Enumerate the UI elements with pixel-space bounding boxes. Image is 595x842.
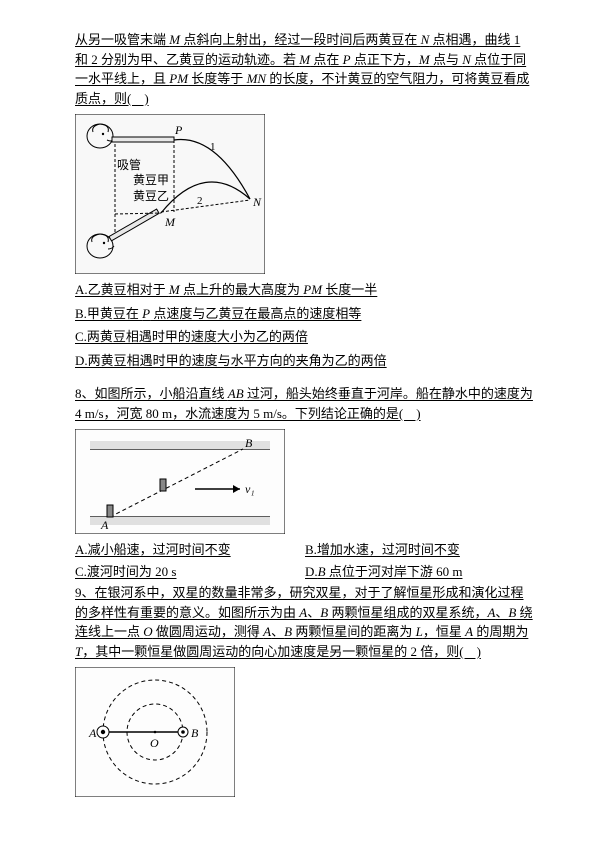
text: 、 <box>307 605 320 620</box>
var-A: A <box>263 624 271 639</box>
text: 、 <box>271 624 284 639</box>
var-M: M <box>299 52 310 67</box>
text: 从另一吸管末端 <box>75 32 169 47</box>
q8-row1: A.减小船速，过河时间不变 B.增加水速，过河时间不变 <box>75 540 535 560</box>
text: 8、如图所示，小船沿直线 <box>75 386 228 401</box>
var-A: A <box>465 624 473 639</box>
label-v: v₁ <box>245 482 255 496</box>
text: 的周期为 <box>473 624 528 639</box>
var-P: P <box>343 52 351 67</box>
label-jia: 黄豆甲 <box>133 173 169 187</box>
label-B: B <box>245 436 253 450</box>
text: 点在 <box>310 52 343 67</box>
label-xiguan: 吸管 <box>117 157 141 172</box>
text: 点速度与乙黄豆在最高点的速度相等 <box>150 306 361 321</box>
label-yi: 黄豆乙 <box>133 189 169 203</box>
text: 两颗恒星间的距离为 <box>292 624 416 639</box>
var-P: P <box>142 306 150 321</box>
label-O: O <box>150 736 159 750</box>
text: D. <box>305 564 318 579</box>
label-2: 2 <box>197 195 203 207</box>
label-B: B <box>191 726 199 740</box>
label-M: M <box>164 215 176 229</box>
q8-optB: B.增加水速，过河时间不变 <box>305 542 460 557</box>
figure-q7: P 1 M 2 N 吸管 黄豆甲 黄豆乙 <box>75 114 535 274</box>
var-MN: MN <box>247 71 267 86</box>
label-P: P <box>174 123 183 137</box>
var-B: B <box>320 605 328 620</box>
figure-q8: A B v₁ <box>75 429 535 534</box>
q7-optC: C.两黄豆相遇时甲的速度大小为乙的两倍 <box>75 327 535 347</box>
text: 、 <box>495 605 508 620</box>
text: 点斜向上射出，经过一段时间后两黄豆在 <box>180 32 421 47</box>
text: 点位于河对岸下游 60 m <box>326 564 463 579</box>
label-1: 1 <box>210 141 216 153</box>
document-content: { "q7": { "prefix": "从另一吸管末端 ", "t1": " … <box>0 0 595 833</box>
var-M: M <box>169 282 180 297</box>
text: 点与 <box>430 52 463 67</box>
text: 长度等于 <box>188 71 247 86</box>
q8-row2: C.渡河时间为 20 s D.B 点位于河对岸下游 60 m <box>75 562 535 582</box>
label-N: N <box>252 195 262 209</box>
var-M: M <box>419 52 430 67</box>
text: 做圆周运动，测得 <box>153 624 264 639</box>
text: ，其中一颗恒星做圆周运动的向心加速度是另一颗恒星的 2 倍，则( ) <box>82 644 481 659</box>
text: ，恒星 <box>423 624 465 639</box>
q8-stem: 8、如图所示，小船沿直线 AB 过河，船头始终垂直于河岸。船在静水中的速度为 4… <box>75 384 535 423</box>
label-A: A <box>88 726 97 740</box>
var-N: N <box>462 52 471 67</box>
text: 点正下方， <box>351 52 419 67</box>
text: 两颗恒星组成的双星系统， <box>328 605 487 620</box>
var-B: B <box>284 624 292 639</box>
var-M: M <box>169 32 180 47</box>
var-AB: AB <box>228 386 244 401</box>
q7-optA: A.乙黄豆相对于 M 点上升的最大高度为 PM 长度一半 <box>75 280 535 300</box>
var-PM: PM <box>303 282 322 297</box>
var-B: B <box>318 564 326 579</box>
text: 长度一半 <box>322 282 377 297</box>
var-O: O <box>143 624 152 639</box>
text: A.乙黄豆相对于 <box>75 282 169 297</box>
q7-optB: B.甲黄豆在 P 点速度与乙黄豆在最高点的速度相等 <box>75 304 535 324</box>
var-PM: PM <box>169 71 188 86</box>
q7-optD: D.两黄豆相遇时甲的速度与水平方向的夹角为乙的两倍 <box>75 351 535 371</box>
var-L: L <box>416 624 423 639</box>
text: 点上升的最大高度为 <box>180 282 304 297</box>
figure-q9: A B O <box>75 667 535 797</box>
q8-optC: C.渡河时间为 20 s <box>75 564 176 579</box>
text: B.甲黄豆在 <box>75 306 142 321</box>
q9-stem: 9、在银河系中，双星的数量非常多，研究双星，对于了解恒星形成和演化过程的多样性有… <box>75 583 535 661</box>
q7-stem: 从另一吸管末端 M 点斜向上射出，经过一段时间后两黄豆在 N 点相遇，曲线 1 … <box>75 30 535 108</box>
label-A: A <box>100 518 109 532</box>
q8-optA: A.减小船速，过河时间不变 <box>75 542 231 557</box>
var-N: N <box>421 32 430 47</box>
